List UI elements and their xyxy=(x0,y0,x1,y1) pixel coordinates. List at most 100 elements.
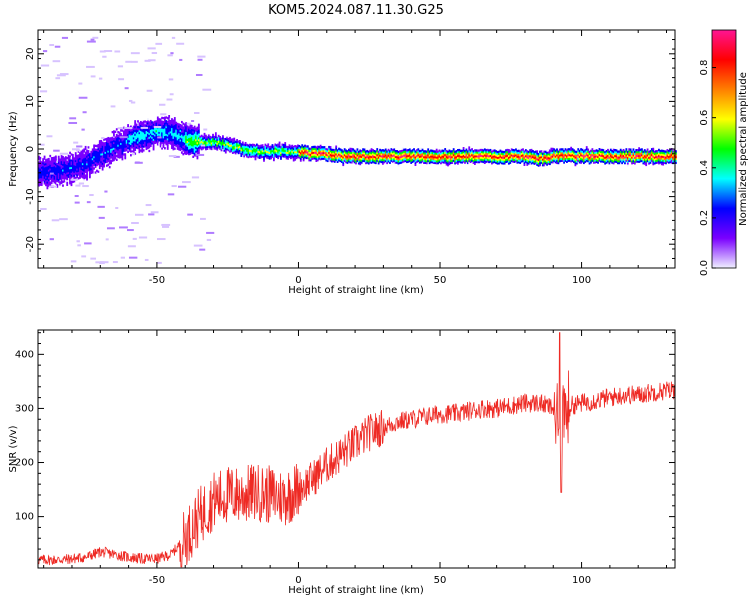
spectrogram-cell xyxy=(289,154,292,158)
spectrogram-cell xyxy=(284,147,287,151)
spectrogram-cell xyxy=(309,153,312,156)
spectrogram-cell xyxy=(318,147,321,151)
spectrogram-cell xyxy=(74,161,77,164)
spectrogram-noise-cell xyxy=(55,77,61,80)
spectrogram-cell xyxy=(648,156,650,159)
spectrogram-cell xyxy=(200,134,203,138)
spectrogram-cell xyxy=(560,159,563,162)
spectrogram-cell xyxy=(401,160,404,164)
spectrogram-cell xyxy=(356,155,359,159)
spectrogram-cell xyxy=(592,153,595,157)
spectrogram-cell xyxy=(492,155,495,158)
spectrogram-cell xyxy=(585,146,588,149)
spectrogram-cell xyxy=(213,141,216,144)
spectrogram-cell xyxy=(189,150,192,153)
spectrogram-cell xyxy=(573,151,575,154)
spectrogram-cell xyxy=(73,159,76,162)
spectrogram-noise-cell xyxy=(68,121,78,124)
snr-y-tick-label: 400 xyxy=(15,349,34,360)
spectrogram-cell xyxy=(659,151,662,155)
spectrogram-noise-cell xyxy=(191,120,195,123)
spectrogram-cell xyxy=(285,149,288,152)
spectrogram-cell xyxy=(138,143,141,146)
spectrogram-cell xyxy=(172,134,175,138)
spectrogram-cell xyxy=(196,126,199,129)
spectrogram-cell xyxy=(134,139,137,142)
spectrogram-cell xyxy=(113,143,115,146)
spectrogram-cell xyxy=(441,160,444,164)
spectrogram-cell xyxy=(624,160,626,163)
spectrogram-cell xyxy=(258,147,261,150)
spectrogram-cell xyxy=(59,166,62,169)
spectrogram-cell xyxy=(547,162,550,165)
spectrogram-cell xyxy=(675,154,677,157)
spectrogram-cell xyxy=(86,162,88,166)
spectrogram-cell xyxy=(83,169,86,172)
spectrogram-cell xyxy=(159,122,162,125)
spectrogram-cell xyxy=(352,159,355,163)
spectrogram-cell xyxy=(374,161,377,165)
spectrogram-cell xyxy=(381,158,384,161)
spectrogram-cell xyxy=(139,149,142,152)
spectrogram-cell xyxy=(464,150,466,153)
spectrogram-cell xyxy=(125,131,128,135)
spectrogram-cell xyxy=(158,127,161,131)
spectrogram-cell xyxy=(564,153,567,157)
spectrogram-cell xyxy=(254,152,257,155)
spectrogram-cell xyxy=(43,168,46,172)
spectrogram-cell xyxy=(510,150,513,153)
spectrogram-cell xyxy=(132,137,135,140)
spectrogram-cell xyxy=(577,159,580,162)
spectrogram-cell xyxy=(387,158,390,161)
spectrogram-cell xyxy=(288,153,291,157)
spectrogram-cell xyxy=(40,168,43,171)
spectrogram-cell xyxy=(250,144,253,147)
spectrogram-cell xyxy=(193,127,196,130)
spectrogram-cell xyxy=(244,153,247,156)
spectrogram-cell xyxy=(533,152,536,156)
spectrogram-cell xyxy=(345,151,347,154)
spectrogram-cell xyxy=(281,149,284,152)
spectrogram-cell xyxy=(587,154,590,157)
spectrogram-cell xyxy=(353,161,356,164)
spectrogram-cell xyxy=(151,128,154,132)
spectrogram-cell xyxy=(38,169,40,172)
spectrogram-cell xyxy=(206,138,209,141)
spectrogram-cell xyxy=(56,168,59,171)
spectrogram-cell xyxy=(362,153,364,157)
spectrogram-cell xyxy=(465,159,468,163)
spectrogram-cell xyxy=(557,150,560,153)
spectrogram-cell xyxy=(54,182,57,185)
spectrogram-cell xyxy=(366,149,369,153)
spectrogram-cell xyxy=(615,153,618,156)
spectrogram-cell xyxy=(628,152,631,155)
spectrogram-cell xyxy=(301,149,304,153)
spectrogram-cell xyxy=(321,149,323,153)
spectrogram-cell xyxy=(197,144,200,147)
spectrogram-cell xyxy=(547,151,550,154)
colorbar-ticks: 0.00.20.40.60.8 xyxy=(699,60,716,276)
spectrogram-cell xyxy=(168,139,171,143)
spectrogram-noise-cell xyxy=(157,136,162,139)
spectrogram-noise-cell xyxy=(74,195,79,198)
spectrogram-cell xyxy=(171,146,173,150)
spectrogram-cell xyxy=(39,164,42,167)
spectrogram-cell xyxy=(54,155,57,158)
spectrogram-cell xyxy=(69,172,71,175)
spectrogram-cell xyxy=(178,132,180,136)
spectrogram-cell xyxy=(148,144,151,147)
spectrogram-cell xyxy=(62,184,64,187)
spectrogram-cell xyxy=(124,128,127,131)
spectrogram-cell xyxy=(183,146,186,149)
spectrogram-cell xyxy=(141,140,144,144)
spectrogram-cell xyxy=(189,148,192,152)
spectrogram-cell xyxy=(132,142,135,146)
spectrogram-cell xyxy=(339,150,342,153)
spectrogram-noise-cell xyxy=(127,245,136,248)
spectrogram-cell xyxy=(299,146,302,149)
spectrogram-cell xyxy=(70,172,73,175)
spectrogram-cell xyxy=(90,169,93,173)
spectrogram-cell xyxy=(653,160,656,163)
spectrogram-cell xyxy=(166,138,169,141)
spectrogram-cell xyxy=(182,149,185,152)
